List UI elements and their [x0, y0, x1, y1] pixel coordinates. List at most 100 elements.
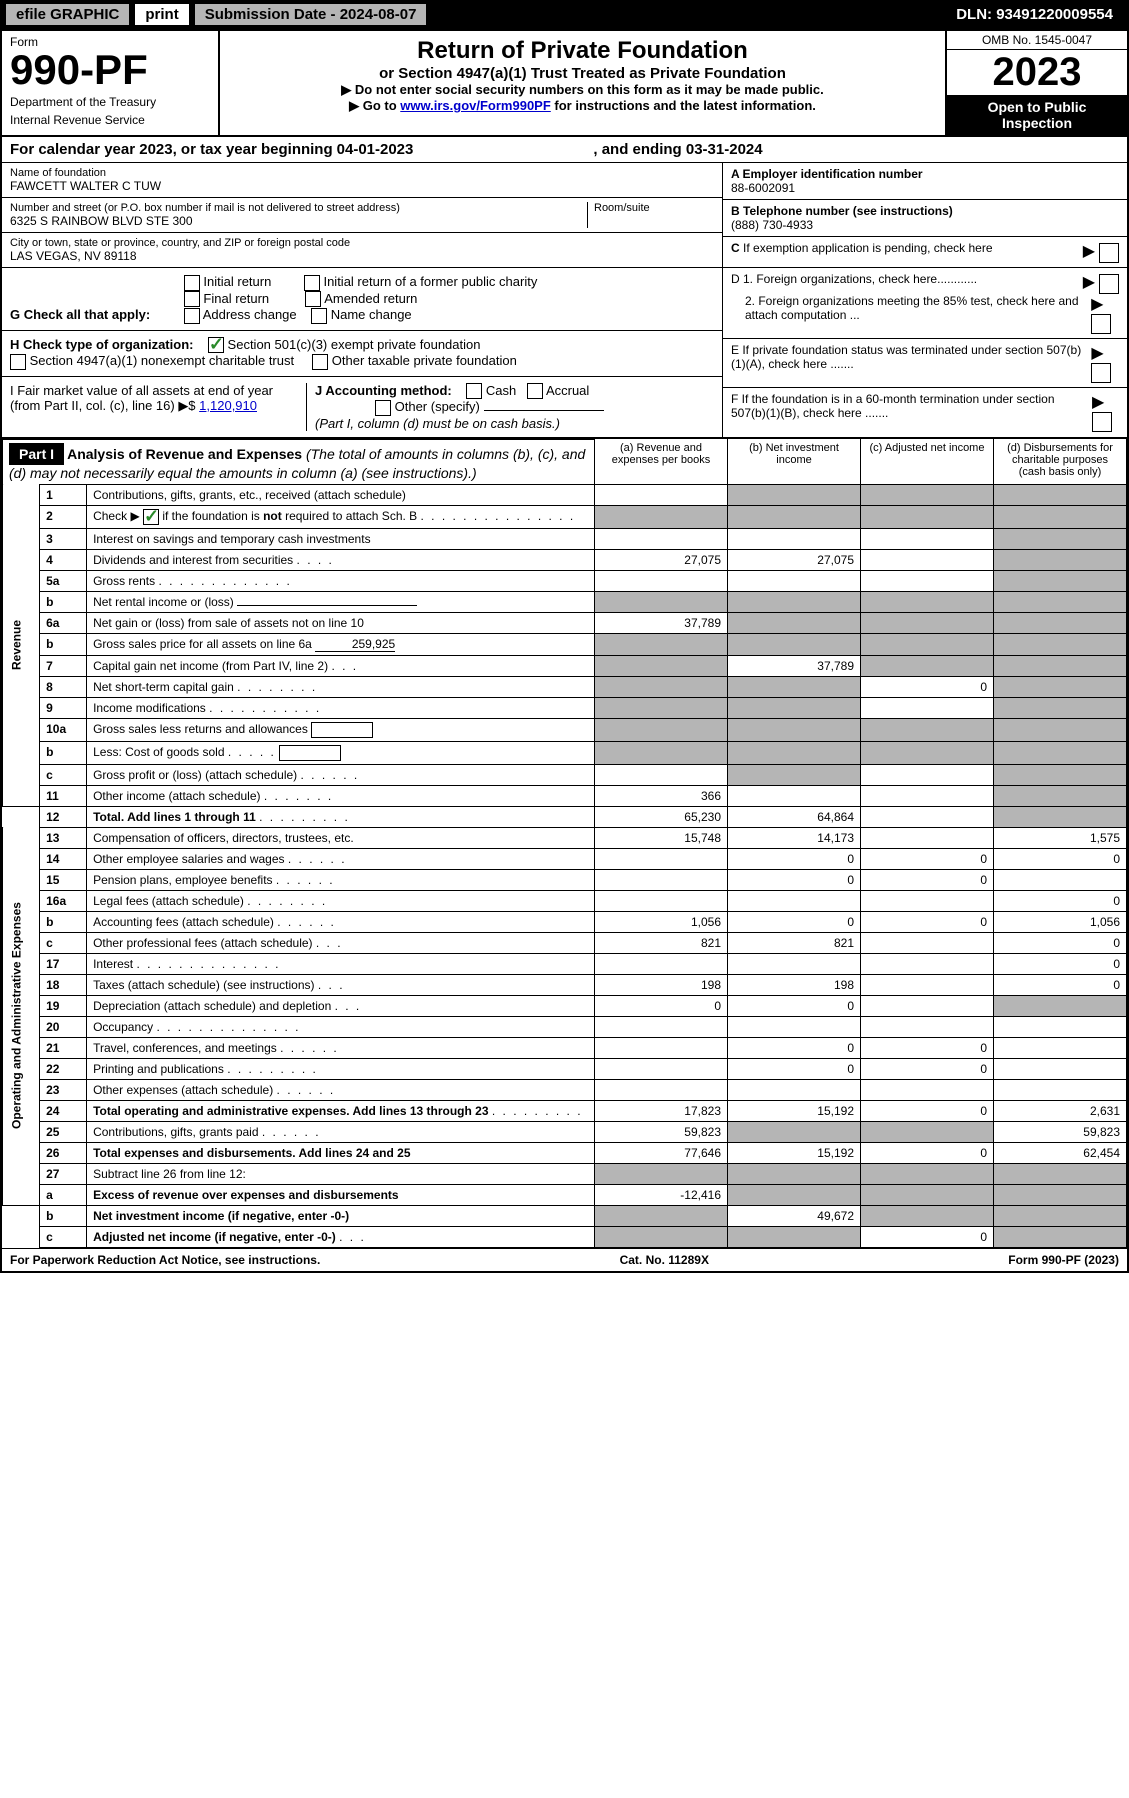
dots: . . . . . .	[288, 852, 347, 866]
form-header: Form 990-PF Department of the Treasury I…	[2, 31, 1127, 137]
4947a1-checkbox[interactable]	[10, 354, 26, 370]
j-cash: Cash	[486, 383, 516, 398]
initial-return-checkbox[interactable]	[184, 275, 200, 291]
line-num: b	[40, 591, 87, 612]
dept-treasury: Department of the Treasury	[10, 95, 210, 109]
e-checkbox[interactable]	[1091, 363, 1111, 383]
address-value: 6325 S RAINBOW BLVD STE 300	[10, 214, 193, 228]
h-opt-4947: Section 4947(a)(1) nonexempt charitable …	[30, 353, 294, 368]
irs-label: Internal Revenue Service	[10, 113, 210, 127]
line-num: 19	[40, 995, 87, 1016]
line-num: 25	[40, 1121, 87, 1142]
dots: . . . . . . . .	[247, 894, 327, 908]
dots: . . . .	[297, 553, 334, 567]
row-27b: b Net investment income (if negative, en…	[3, 1205, 1127, 1226]
row-16b: b Accounting fees (attach schedule) . . …	[3, 911, 1127, 932]
row-23: 23 Other expenses (attach schedule) . . …	[3, 1079, 1127, 1100]
fmv-value[interactable]: 1,120,910	[199, 398, 257, 413]
line-num: b	[40, 911, 87, 932]
col-d-header: (d) Disbursements for charitable purpose…	[994, 439, 1127, 485]
g-opt-name: Name change	[331, 307, 412, 322]
d2-checkbox[interactable]	[1091, 314, 1111, 334]
row-19: 19 Depreciation (attach schedule) and de…	[3, 995, 1127, 1016]
h-label: H Check type of organization:	[10, 337, 193, 352]
name-change-checkbox[interactable]	[311, 308, 327, 324]
cell-c: 0	[861, 1142, 994, 1163]
line-num: 12	[40, 806, 87, 827]
f-checkbox[interactable]	[1092, 412, 1112, 432]
address-change-checkbox[interactable]	[184, 308, 200, 324]
cell-b: 0	[728, 869, 861, 890]
row-14: 14 Other employee salaries and wages . .…	[3, 848, 1127, 869]
line-label: Net short-term capital gain	[93, 680, 234, 694]
line-num: c	[40, 1226, 87, 1247]
line-num: 1	[40, 484, 87, 505]
dots: . . . . . . . . . . .	[209, 701, 321, 715]
other-method-checkbox[interactable]	[375, 400, 391, 416]
print-button[interactable]: print	[135, 4, 188, 25]
row-27a: a Excess of revenue over expenses and di…	[3, 1184, 1127, 1205]
cell-c: 0	[861, 848, 994, 869]
form990pf-link[interactable]: www.irs.gov/Form990PF	[400, 98, 551, 113]
line-num: b	[40, 1205, 87, 1226]
g-opt-amended: Amended return	[324, 291, 417, 306]
dots: . . .	[316, 936, 343, 950]
j-accrual: Accrual	[546, 383, 589, 398]
dots: . . . . .	[228, 745, 276, 759]
cell-b: 0	[728, 848, 861, 869]
cell-b: 15,192	[728, 1142, 861, 1163]
cell-a: 17,823	[595, 1100, 728, 1121]
line-num: 3	[40, 528, 87, 549]
line-num: 26	[40, 1142, 87, 1163]
cash-checkbox[interactable]	[466, 383, 482, 399]
cell-a: 0	[595, 995, 728, 1016]
row-27c: c Adjusted net income (if negative, ente…	[3, 1226, 1127, 1247]
calendar-year-row: For calendar year 2023, or tax year begi…	[2, 137, 1127, 163]
row-16a: 16a Legal fees (attach schedule) . . . .…	[3, 890, 1127, 911]
g-opt-initial: Initial return	[203, 274, 271, 289]
line-num: 4	[40, 549, 87, 570]
line-label: Other employee salaries and wages	[93, 852, 284, 866]
dots: . . . . . .	[262, 1125, 321, 1139]
dots: . . . . . .	[277, 1083, 336, 1097]
arrow-icon: ▶	[1083, 243, 1095, 260]
cell-d: 1,056	[994, 911, 1127, 932]
line-label: Check ▶ if the foundation is not require…	[87, 505, 595, 528]
cell-c: 0	[861, 1100, 994, 1121]
phone-label: B Telephone number (see instructions)	[731, 204, 953, 218]
501c3-checkbox[interactable]	[208, 337, 224, 353]
accrual-checkbox[interactable]	[527, 383, 543, 399]
open-inspection: Open to Public Inspection	[947, 95, 1127, 135]
other-taxable-checkbox[interactable]	[312, 354, 328, 370]
arrow-icon: ▶	[1083, 274, 1095, 291]
schb-checkbox[interactable]	[143, 509, 159, 525]
cell-c: 0	[861, 869, 994, 890]
h-opt-other: Other taxable private foundation	[332, 353, 517, 368]
col-a-header: (a) Revenue and expenses per books	[595, 439, 728, 485]
e-label: E If private foundation status was termi…	[731, 343, 1091, 371]
row-10a: 10a Gross sales less returns and allowan…	[3, 718, 1127, 741]
row-16c: c Other professional fees (attach schedu…	[3, 932, 1127, 953]
row-7: 7 Capital gain net income (from Part IV,…	[3, 655, 1127, 676]
form-subtitle: or Section 4947(a)(1) Trust Treated as P…	[230, 65, 935, 82]
efile-badge[interactable]: efile GRAPHIC	[6, 4, 129, 25]
dots: . . . . . . . . .	[492, 1104, 583, 1118]
cell-a: 27,075	[595, 549, 728, 570]
initial-public-checkbox[interactable]	[304, 275, 320, 291]
line-num: a	[40, 1184, 87, 1205]
d1-checkbox[interactable]	[1099, 274, 1119, 294]
arrow-icon: ▶	[1091, 345, 1103, 362]
line-num: 8	[40, 676, 87, 697]
page-footer: For Paperwork Reduction Act Notice, see …	[2, 1248, 1127, 1271]
line-num: 14	[40, 848, 87, 869]
row-25: 25 Contributions, gifts, grants paid . .…	[3, 1121, 1127, 1142]
row-13: Operating and Administrative Expenses 13…	[3, 827, 1127, 848]
amended-return-checkbox[interactable]	[305, 291, 321, 307]
cell-d: 0	[994, 890, 1127, 911]
line-label: Travel, conferences, and meetings	[93, 1041, 277, 1055]
line-label: Occupancy	[93, 1020, 153, 1034]
c-checkbox[interactable]	[1099, 243, 1119, 263]
line-num: 21	[40, 1037, 87, 1058]
final-return-checkbox[interactable]	[184, 291, 200, 307]
line-num: 18	[40, 974, 87, 995]
